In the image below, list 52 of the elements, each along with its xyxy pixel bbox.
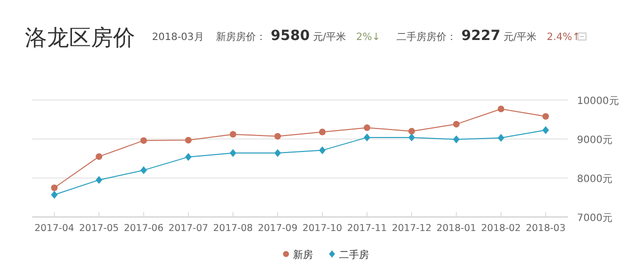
text: 二手房房价： <box>396 31 456 43</box>
x-tick-label: 2017-06 <box>124 223 164 234</box>
point <box>498 134 504 142</box>
y-tick-label: 10000元 <box>577 96 619 107</box>
text: 新房房价： <box>216 31 266 43</box>
x-tick-label: 2017-10 <box>302 223 342 234</box>
point <box>364 124 370 131</box>
chart-title: 洛龙区房价 <box>25 26 135 51</box>
x-tick-label: 2018-03 <box>526 223 566 234</box>
legend-label: 二手房 <box>339 249 369 261</box>
x-tick-label: 2017-09 <box>258 223 298 234</box>
text: 2%↓ <box>356 32 380 43</box>
x-tick-label: 2017-05 <box>79 223 119 234</box>
y-tick-label: 8000元 <box>577 174 612 185</box>
point <box>542 126 549 134</box>
y-tick-label: 7000元 <box>577 213 612 224</box>
point <box>230 149 236 157</box>
point <box>51 190 58 199</box>
point <box>96 153 102 160</box>
x-tick-label: 2018-02 <box>481 223 521 234</box>
point <box>453 135 460 144</box>
y-tick-label: 9000元 <box>577 135 612 146</box>
point <box>453 120 460 128</box>
point <box>96 176 102 184</box>
x-tick-label: 2017-12 <box>392 223 432 234</box>
text: 9227 <box>461 28 500 44</box>
point <box>498 106 504 112</box>
point <box>230 131 236 138</box>
legend-label: 新房 <box>293 249 313 261</box>
text: 9580 <box>270 28 310 44</box>
point <box>140 166 147 174</box>
point <box>319 128 326 136</box>
text: 2018-03月 <box>152 32 204 43</box>
point <box>364 133 370 142</box>
point <box>185 152 192 161</box>
text: 2.4%↑ <box>546 32 581 43</box>
point <box>274 149 281 157</box>
point <box>185 136 192 144</box>
text: 元/平米 <box>503 31 537 43</box>
point <box>408 133 415 142</box>
point <box>51 184 58 192</box>
point <box>274 132 281 140</box>
point <box>408 128 415 134</box>
point <box>319 146 326 154</box>
point <box>542 113 549 120</box>
x-tick-label: 2017-04 <box>34 223 74 234</box>
x-tick-label: 2017-11 <box>347 223 387 234</box>
text: 元/平米 <box>312 31 346 43</box>
x-tick-label: 2018-01 <box>436 223 476 234</box>
x-tick-label: 2017-08 <box>213 223 253 234</box>
x-tick-label: 2017-07 <box>168 223 208 234</box>
point <box>140 137 147 144</box>
